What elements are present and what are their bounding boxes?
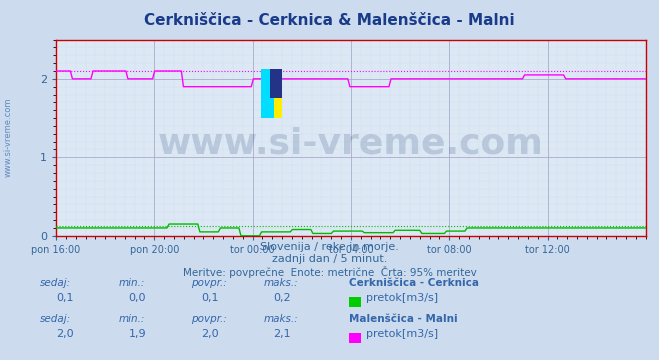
FancyBboxPatch shape (261, 69, 282, 118)
Text: maks.:: maks.: (264, 314, 299, 324)
Text: pretok[m3/s]: pretok[m3/s] (366, 293, 438, 303)
Text: sedaj:: sedaj: (40, 314, 71, 324)
Text: 2,0: 2,0 (56, 329, 74, 339)
FancyBboxPatch shape (261, 69, 273, 118)
Text: min.:: min.: (119, 314, 145, 324)
Text: 1,9: 1,9 (129, 329, 146, 339)
Text: www.si-vreme.com: www.si-vreme.com (158, 127, 544, 161)
Text: Malenščica - Malni: Malenščica - Malni (349, 314, 458, 324)
Text: Meritve: povprečne  Enote: metrične  Črta: 95% meritev: Meritve: povprečne Enote: metrične Črta:… (183, 266, 476, 278)
Text: 0,2: 0,2 (273, 293, 291, 303)
Text: Cerkniščica - Cerknica: Cerkniščica - Cerknica (349, 278, 479, 288)
Text: 0,0: 0,0 (129, 293, 146, 303)
Text: min.:: min.: (119, 278, 145, 288)
Text: 2,0: 2,0 (201, 329, 219, 339)
Text: zadnji dan / 5 minut.: zadnji dan / 5 minut. (272, 254, 387, 264)
Text: www.si-vreme.com: www.si-vreme.com (4, 97, 13, 176)
Text: 2,1: 2,1 (273, 329, 291, 339)
Text: pretok[m3/s]: pretok[m3/s] (366, 329, 438, 339)
Text: povpr.:: povpr.: (191, 314, 227, 324)
Text: Cerkniščica - Cerknica & Malenščica - Malni: Cerkniščica - Cerknica & Malenščica - Ma… (144, 13, 515, 28)
Text: Slovenija / reke in morje.: Slovenija / reke in morje. (260, 242, 399, 252)
FancyBboxPatch shape (270, 69, 282, 99)
Text: 0,1: 0,1 (56, 293, 74, 303)
Text: povpr.:: povpr.: (191, 278, 227, 288)
Text: 0,1: 0,1 (201, 293, 219, 303)
Text: maks.:: maks.: (264, 278, 299, 288)
Text: sedaj:: sedaj: (40, 278, 71, 288)
